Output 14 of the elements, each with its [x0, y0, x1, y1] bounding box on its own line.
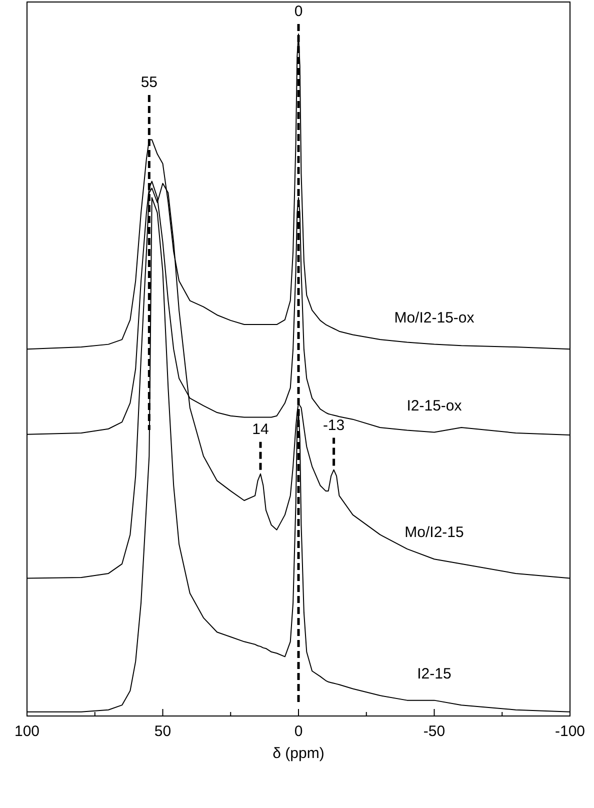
x-tick-label: 0: [294, 723, 303, 740]
series-label: Mo/I2-15-ox: [394, 309, 475, 326]
ref-line-label: 0: [294, 3, 303, 20]
series-label: Mo/I2-15: [404, 524, 464, 542]
x-tick-label: -100: [554, 723, 586, 740]
x-tick-label: -50: [423, 723, 446, 740]
ref-line-label: 55: [140, 74, 158, 91]
annotation: 14: [252, 420, 269, 438]
annotation: -13: [322, 416, 345, 434]
x-tick-label: 50: [154, 723, 172, 740]
x-tick-label: 100: [14, 723, 40, 740]
series-label: I2-15-ox: [406, 397, 462, 414]
series-label: I2-15: [417, 665, 452, 682]
x-axis-title: δ (ppm): [272, 745, 324, 762]
